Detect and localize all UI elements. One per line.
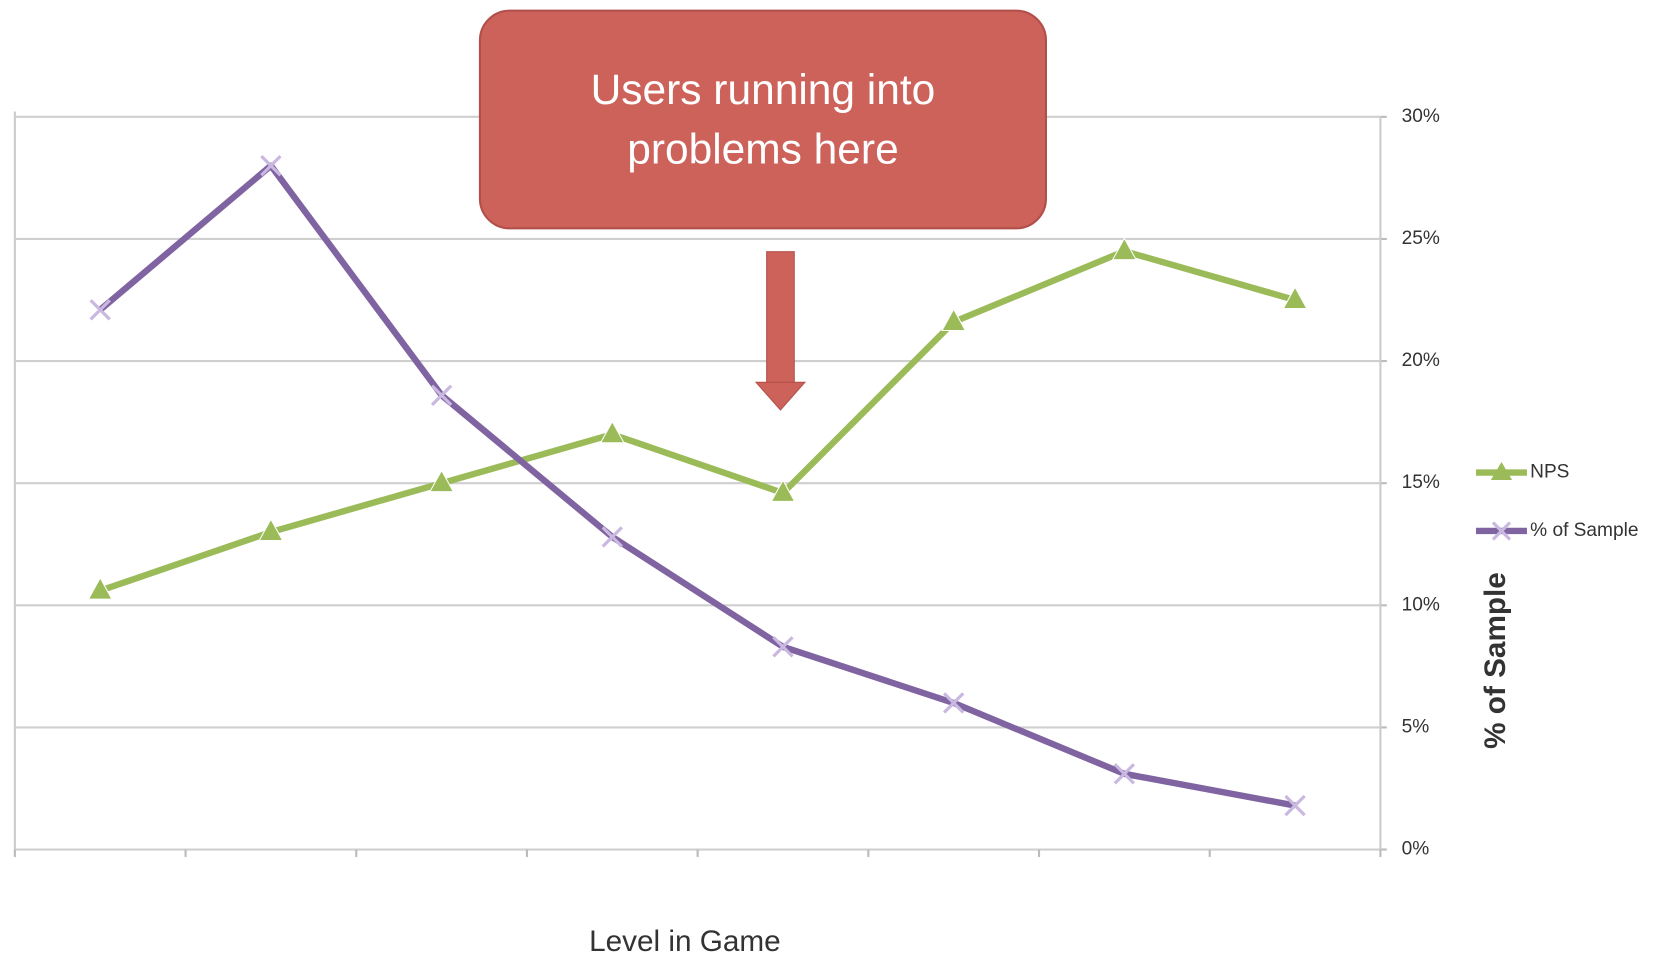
arrow-head xyxy=(754,381,807,411)
series xyxy=(89,155,1306,817)
point-marker xyxy=(770,479,796,502)
y2-tick-label: 5% xyxy=(1402,716,1430,737)
point-marker xyxy=(430,384,453,406)
point-marker xyxy=(87,576,113,600)
plot: 0% 5% 10% 15% 20% 25% 30% xyxy=(13,106,1440,860)
point-marker xyxy=(943,692,965,714)
y2-tick-label: 20% xyxy=(1402,350,1440,371)
legend-label: NPS xyxy=(1530,462,1569,483)
y2-tick-label: 0% xyxy=(1402,839,1430,860)
point-marker xyxy=(1284,794,1306,817)
point-marker xyxy=(258,518,284,542)
arrow-shaft xyxy=(766,251,795,385)
y2-tick-label: 15% xyxy=(1402,472,1440,493)
point-marker xyxy=(599,420,625,444)
series xyxy=(87,237,1308,600)
y2-tick-label: 10% xyxy=(1402,594,1440,615)
annotation-box xyxy=(478,9,1047,230)
annotation-arrow xyxy=(754,251,807,411)
annotation-holder: Users running into problems here xyxy=(480,11,1046,229)
series-line xyxy=(99,247,1296,594)
legend-item: % of Sample xyxy=(1475,520,1638,541)
point-marker xyxy=(1282,286,1308,310)
legend-marker xyxy=(1491,521,1512,541)
legend-marker xyxy=(1490,461,1513,480)
point-marker xyxy=(941,308,967,332)
annotation-text: Users running into problems here xyxy=(590,66,936,173)
point-marker xyxy=(601,526,623,548)
series-line xyxy=(98,162,1296,809)
point-marker xyxy=(1113,763,1136,785)
x-axis-label: Level in Game xyxy=(589,925,781,958)
y2-axis-label: % of Sample xyxy=(1479,572,1512,749)
legend-label: % of Sample xyxy=(1530,520,1638,541)
y2-tick-label: 30% xyxy=(1402,106,1440,127)
legend-item: NPS xyxy=(1475,461,1569,483)
annotation-wrap: Users running into problems here xyxy=(480,11,1046,229)
point-marker xyxy=(1111,237,1137,261)
point-marker xyxy=(429,469,455,493)
point-marker xyxy=(260,155,282,177)
point-marker xyxy=(89,299,111,321)
point-marker xyxy=(772,636,794,658)
y2-tick-label: 25% xyxy=(1402,228,1440,249)
